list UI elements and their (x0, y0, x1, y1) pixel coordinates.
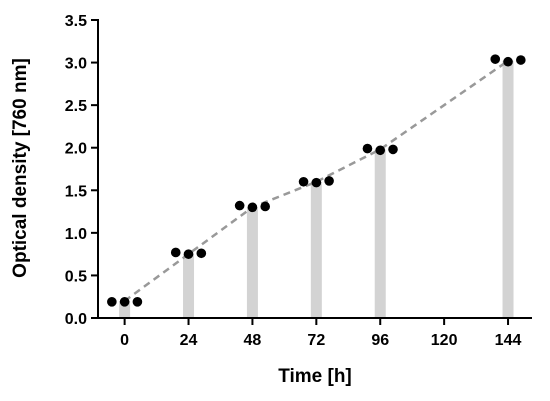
points-layer (107, 54, 526, 307)
y-tick-label: 1.5 (65, 183, 87, 200)
data-point (375, 145, 386, 156)
data-point (107, 297, 117, 307)
x-tick-label: 144 (495, 332, 522, 349)
y-tick-label: 3.0 (65, 56, 87, 73)
x-tick-label: 24 (180, 332, 198, 349)
y-axis-title: Optical density [760 nm] (10, 58, 31, 278)
bars-layer (119, 60, 514, 319)
x-tick-label: 48 (244, 332, 262, 349)
bar (246, 207, 258, 318)
bar (374, 149, 386, 318)
x-tick-label: 72 (307, 332, 325, 349)
data-point (298, 176, 309, 187)
y-tick-label: 0.0 (65, 311, 87, 328)
trend-line (123, 59, 509, 303)
bar (502, 60, 514, 319)
x-axis-title: Time [h] (278, 366, 352, 387)
data-point (196, 248, 207, 259)
data-point (170, 247, 181, 258)
data-point (247, 202, 258, 213)
y-tick-label: 2.5 (65, 98, 87, 115)
axes-layer: 0.0 0.5 1.0 1.5 2.0 2.5 3.0 3.5 0 24 48 72 96 120 144 (65, 13, 532, 349)
data-point (490, 54, 501, 64)
data-point (132, 297, 143, 307)
y-tick-label: 3.5 (65, 13, 87, 30)
data-point (234, 200, 245, 211)
data-point (324, 176, 334, 186)
x-tick-label: 0 (120, 332, 129, 349)
data-point (119, 297, 130, 307)
x-tick-label: 120 (431, 332, 458, 349)
y-tick-label: 0.5 (65, 268, 87, 285)
bar (119, 300, 131, 318)
data-point (362, 143, 373, 154)
data-point (388, 144, 398, 155)
data-point (311, 177, 322, 188)
y-tick-label: 2.0 (65, 141, 87, 158)
bar (183, 254, 195, 318)
trend-layer (123, 59, 509, 303)
y-tick-label: 1.0 (65, 226, 87, 243)
data-point (516, 55, 526, 65)
data-point (503, 56, 513, 67)
x-tick-label: 96 (371, 332, 389, 349)
data-point (183, 249, 194, 259)
data-point (260, 201, 271, 212)
bar (310, 181, 322, 318)
